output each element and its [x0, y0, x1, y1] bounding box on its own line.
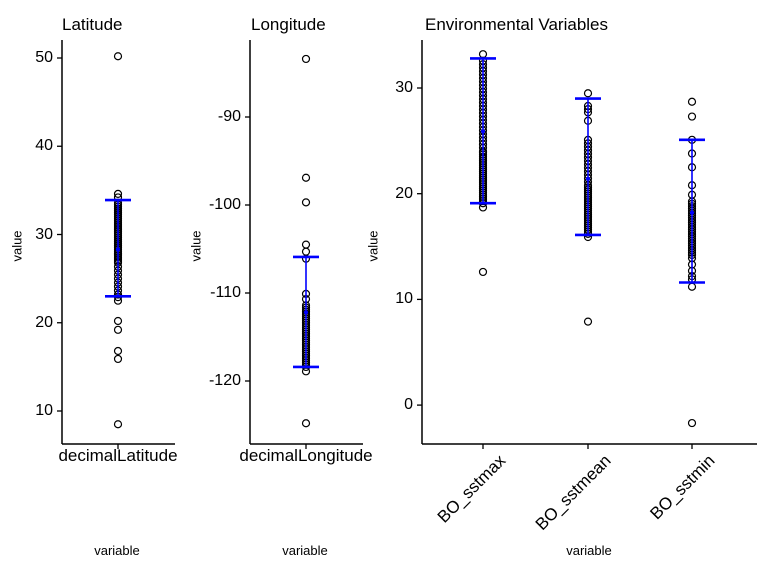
y-tick-label: -110 [210, 284, 241, 301]
panel-title-latitude: Latitude [62, 15, 123, 34]
x-axis-title-latitude: variable [94, 543, 140, 558]
x-category-label: decimalLongitude [239, 446, 373, 465]
panel-title-longitude: Longitude [251, 15, 326, 34]
y-axis-title-longitude: value [188, 230, 204, 262]
y-axis-title-environmental: value [365, 230, 381, 262]
y-tick-label: 20 [35, 313, 53, 331]
x-axis-title-longitude: variable [282, 543, 328, 558]
y-axis-title-latitude: value [9, 230, 25, 262]
y-tick-label: 10 [395, 290, 413, 308]
x-axis-title-environmental: variable [566, 543, 612, 558]
y-tick-label: 50 [35, 49, 53, 66]
y-tick-label: -90 [217, 108, 241, 125]
y-tick-label: 20 [395, 184, 413, 202]
y-tick-label: 30 [395, 79, 413, 96]
y-tick-label: 30 [35, 225, 53, 243]
panel-title-environmental-variables: Environmental Variables [425, 15, 608, 34]
y-tick-label: 40 [35, 137, 53, 155]
y-tick-label: -120 [208, 372, 241, 389]
y-tick-label: 0 [404, 396, 413, 414]
y-tick-label: -100 [208, 196, 241, 213]
x-category-label: decimalLatitude [58, 446, 178, 465]
y-tick-label: 10 [35, 402, 53, 419]
